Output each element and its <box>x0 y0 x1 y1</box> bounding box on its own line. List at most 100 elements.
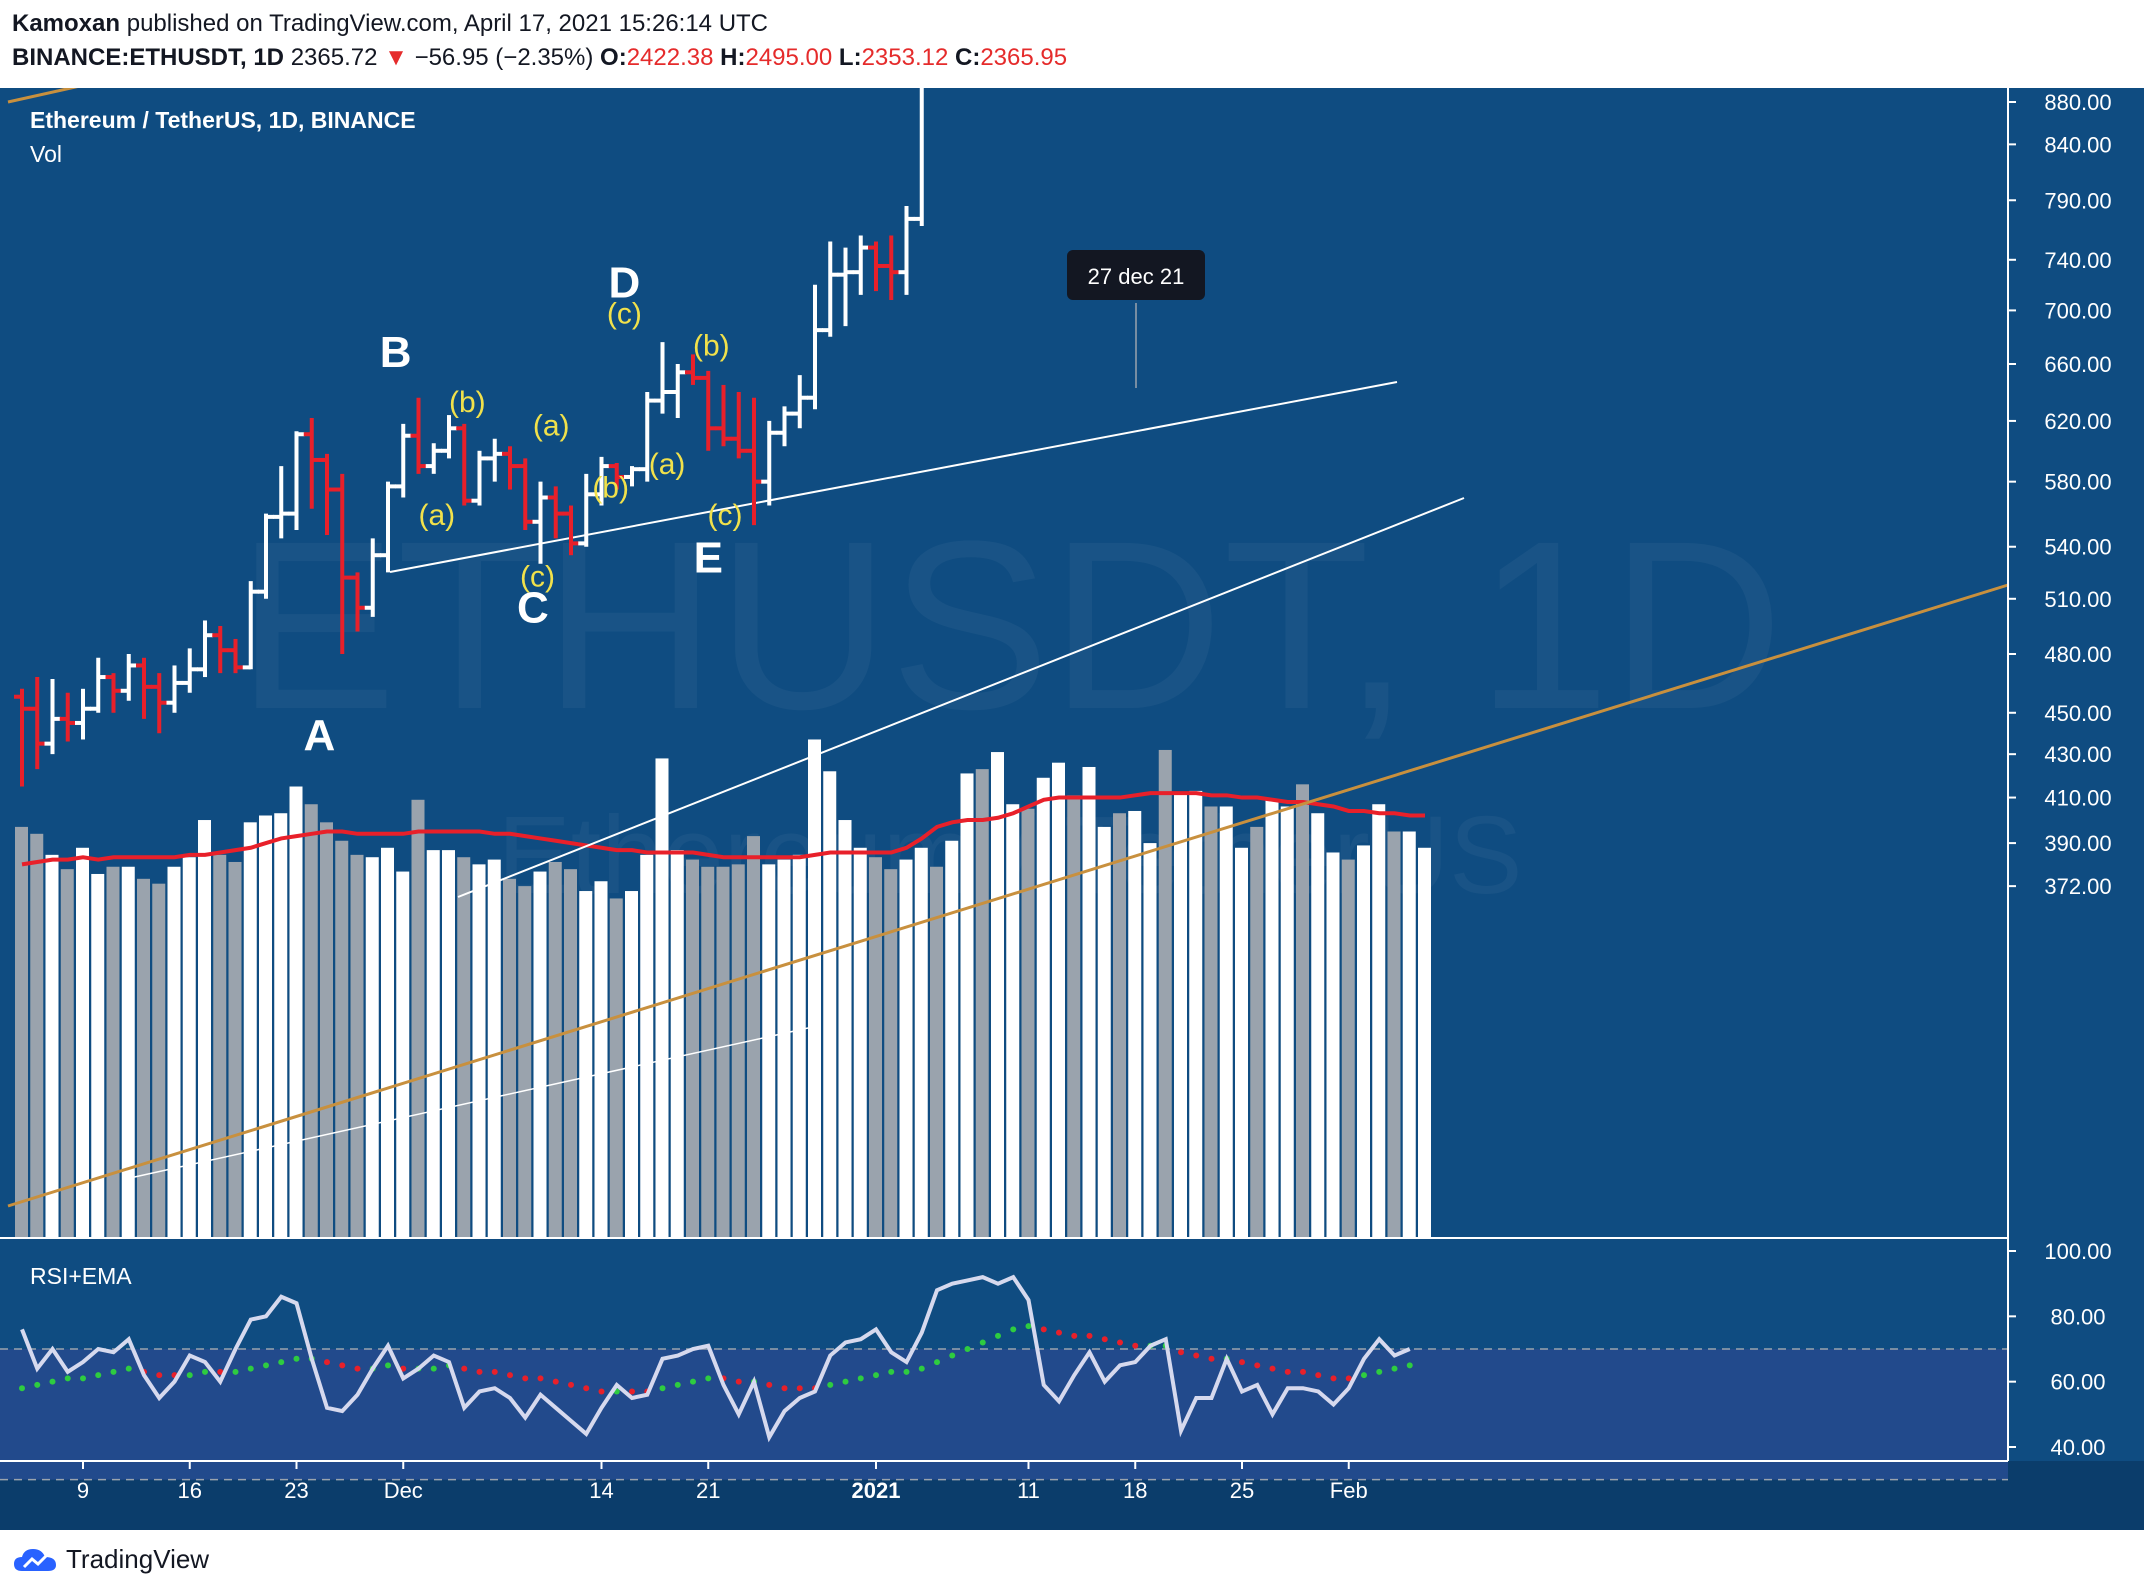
volume-bar <box>670 850 684 1238</box>
ohlc-bar <box>395 423 412 498</box>
cloud-icon <box>14 1548 56 1571</box>
price-axis-background <box>2008 88 2144 1461</box>
volume-bar <box>1204 806 1218 1238</box>
ohlc-bar <box>242 581 259 670</box>
rsi-ema-dot <box>964 1346 971 1352</box>
volume-bar <box>1296 784 1309 1238</box>
tooltip-text: 27 dec 21 <box>1088 264 1185 289</box>
volume-bar <box>1265 799 1279 1238</box>
ohlc-bar <box>532 481 549 564</box>
date-tick-label: 9 <box>77 1478 89 1503</box>
date-tick-label: 2021 <box>852 1478 901 1503</box>
rsi-ema-dot <box>1391 1365 1398 1372</box>
close-label: C: <box>955 44 981 71</box>
ohlc-bar <box>807 284 823 410</box>
ohlc-bar <box>410 397 427 474</box>
tradingview-logo[interactable]: TradingView <box>12 1544 209 1575</box>
rsi-axis[interactable]: 100.00 80.00 60.00 40.00 <box>2008 1239 2112 1460</box>
rsi-ema-dot <box>1269 1365 1276 1372</box>
volume-bar <box>1113 813 1126 1238</box>
rsi-ema-dot <box>1178 1349 1184 1356</box>
price-tick-label: 700.00 <box>2044 298 2111 323</box>
ohlc-bar <box>212 625 229 674</box>
ohlc-bar <box>715 384 732 447</box>
price-tick-label: 660.00 <box>2044 352 2111 377</box>
volume-bar <box>396 871 410 1238</box>
volume-bar <box>259 815 272 1238</box>
chart-canvas[interactable]: ETHUSDT, 1D Ethereum / TetherUS ABCDE(a)… <box>0 88 2144 1530</box>
rsi-line <box>20 1274 1411 1443</box>
volume-bar <box>945 840 959 1238</box>
rsi-tick-label: 40.00 <box>2050 1435 2105 1460</box>
publish-line: Kamoxan published on TradingView.com, Ap… <box>12 10 768 38</box>
ohlc-bar <box>578 473 595 547</box>
ohlc-bar <box>898 206 915 295</box>
rsi-ema-dot <box>796 1385 803 1392</box>
rsi-ema-dot <box>263 1362 269 1369</box>
rsi-ema-dot <box>979 1339 986 1346</box>
tradingview-brand: TradingView <box>66 1544 210 1574</box>
rsi-tick-label: 60.00 <box>2050 1370 2105 1395</box>
legend-vol[interactable]: Vol <box>30 141 62 167</box>
rsi-ema-dot <box>1056 1329 1062 1336</box>
rsi-ema-dot <box>1132 1342 1139 1349</box>
ohlc-bar <box>471 450 488 506</box>
rsi-ema-dot <box>995 1332 1001 1339</box>
rsi-ema-dot <box>34 1381 41 1388</box>
trend-lines <box>7 88 2009 1208</box>
volume-bar <box>1387 831 1401 1238</box>
volume-bar <box>320 822 333 1238</box>
volume-bar <box>1418 847 1431 1238</box>
rsi-panel-label[interactable]: RSI+EMA <box>30 1263 132 1289</box>
volume-bar <box>487 859 501 1238</box>
author-name[interactable]: Kamoxan <box>12 10 121 37</box>
rsi-ema-dot <box>705 1375 712 1382</box>
ohlc-bar <box>822 241 839 337</box>
date-axis[interactable]: 9 16 23 Dec 14 21 2021 11 18 25 Feb <box>77 1461 1368 1503</box>
rsi-ema-dot <box>1193 1352 1200 1359</box>
rsi-ema-dot <box>125 1365 132 1372</box>
volume-bar <box>701 866 715 1238</box>
price-tick-label: 510.00 <box>2044 587 2111 612</box>
date-tick-label: 18 <box>1123 1478 1147 1503</box>
high-value: 2495.00 <box>745 44 833 71</box>
volume-bar <box>1006 804 1020 1238</box>
triangle-upper-line <box>389 381 1398 573</box>
ohlc-bar <box>14 688 30 787</box>
rsi-indicator: RSI+EMA <box>0 1263 2008 1481</box>
volume-bar <box>579 891 593 1238</box>
ohlc-bar <box>75 688 91 740</box>
ohlc-bar <box>852 235 869 295</box>
ohlc-bars <box>14 88 924 787</box>
volume-bar <box>1280 806 1294 1238</box>
ohlc-bar <box>151 673 168 734</box>
wave-label: E <box>694 533 723 582</box>
volume-bar <box>777 859 791 1238</box>
volume-bar <box>960 773 974 1238</box>
rsi-ema-dot <box>918 1365 925 1372</box>
volume-bar <box>45 854 59 1238</box>
change-arrow-icon: ▼ <box>384 44 408 71</box>
ohlc-bar <box>29 677 46 770</box>
volume-bar <box>503 878 516 1238</box>
price-axis[interactable]: 880.00 840.00 790.00 740.00 700.00 660.00 620.… <box>2008 90 2112 899</box>
rsi-ema-dot <box>19 1385 25 1392</box>
volume-bar <box>152 883 166 1238</box>
rsi-ema-dot <box>522 1375 529 1382</box>
rsi-ema-dot <box>537 1375 544 1382</box>
volume-bar <box>533 871 547 1238</box>
price-change: −56.95 (−2.35%) <box>414 44 594 71</box>
legend-title[interactable]: Ethereum / TetherUS, 1D, BINANCE <box>30 107 416 133</box>
ohlc-bar <box>486 438 503 482</box>
price-tick-label: 880.00 <box>2044 90 2111 115</box>
ohlc-bar <box>258 513 274 599</box>
volume-bar <box>1158 749 1172 1238</box>
rsi-ema-dot <box>735 1378 742 1385</box>
price-tick-label: 740.00 <box>2044 248 2111 273</box>
wave-label: (b) <box>449 386 486 419</box>
ohlc-bar <box>227 638 244 674</box>
rsi-tick-label: 100.00 <box>2044 1239 2111 1264</box>
volume-bar <box>548 861 562 1238</box>
rsi-ema-dot <box>903 1368 910 1375</box>
ohlc-bar <box>303 417 320 509</box>
